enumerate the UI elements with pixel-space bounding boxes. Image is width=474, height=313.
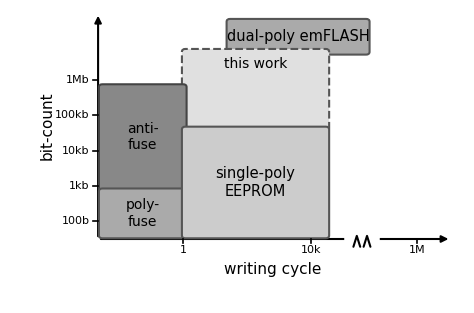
Text: 1Mb: 1Mb — [66, 75, 90, 85]
FancyBboxPatch shape — [182, 49, 329, 131]
FancyBboxPatch shape — [99, 84, 187, 191]
Text: 1kb: 1kb — [69, 181, 90, 191]
FancyBboxPatch shape — [99, 188, 187, 238]
Text: 10kb: 10kb — [62, 146, 90, 156]
Text: poly-
fuse: poly- fuse — [126, 198, 160, 229]
Text: 10k: 10k — [301, 245, 321, 255]
FancyBboxPatch shape — [182, 127, 329, 238]
Text: this work: this work — [224, 57, 287, 71]
Text: 100kb: 100kb — [55, 110, 90, 121]
Text: bit-count: bit-count — [39, 92, 55, 160]
Text: single-poly
EEPROM: single-poly EEPROM — [216, 166, 295, 199]
Text: 1M: 1M — [409, 245, 426, 255]
Text: 100b: 100b — [62, 216, 90, 226]
FancyBboxPatch shape — [227, 19, 370, 54]
Text: dual-poly emFLASH: dual-poly emFLASH — [227, 29, 369, 44]
Text: writing cycle: writing cycle — [224, 262, 321, 277]
Text: 1: 1 — [180, 245, 187, 255]
Text: anti-
fuse: anti- fuse — [127, 122, 159, 152]
